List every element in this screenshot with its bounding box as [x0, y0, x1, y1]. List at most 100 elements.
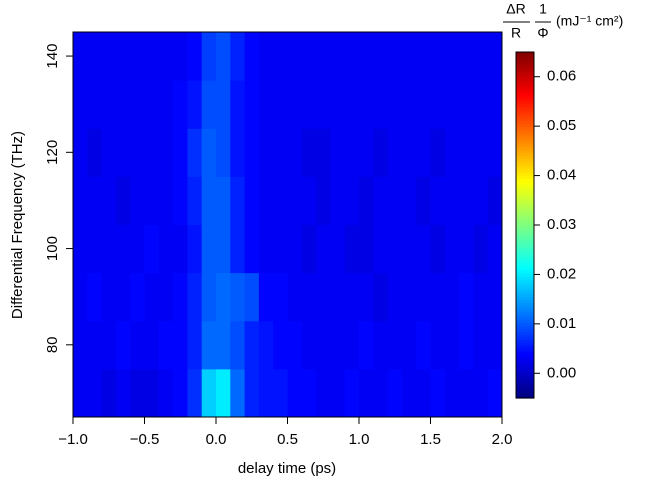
colorbar-tick-label: 0.02	[547, 265, 576, 282]
colorbar-segment	[516, 150, 534, 154]
heatmap-cell	[73, 320, 88, 370]
heatmap-cell	[173, 128, 188, 177]
heatmap-cell	[316, 32, 331, 81]
colorbar-segment	[516, 72, 534, 76]
heatmap-cell	[73, 32, 88, 81]
colorbar-segment	[516, 66, 534, 70]
colorbar-segment	[516, 175, 534, 180]
x-tick-label: −1.0	[58, 431, 88, 448]
heatmap-cell	[430, 320, 446, 370]
heatmap-cell	[344, 224, 360, 274]
heatmap-cell	[401, 32, 417, 81]
heatmap-cell	[444, 320, 460, 370]
colorbar-segment	[516, 181, 534, 186]
colorbar-segment	[516, 129, 534, 134]
x-tick-label: 1.5	[420, 431, 441, 448]
heatmap-cell	[287, 176, 303, 225]
colorbar-segment	[516, 126, 534, 131]
colorbar-segment	[516, 222, 534, 226]
heatmap-cell	[430, 272, 446, 322]
heatmap-cell	[187, 80, 203, 129]
colorbar-segment	[516, 354, 534, 359]
colorbar-segment	[516, 392, 534, 396]
heatmap-cell	[144, 32, 160, 81]
heatmap-cell	[187, 128, 203, 177]
heatmap-cell	[416, 320, 431, 370]
heatmap-cell	[158, 320, 174, 370]
colorbar-segment	[516, 52, 534, 56]
colorbar-segment	[516, 106, 534, 111]
colorbar-segment	[516, 95, 534, 99]
heatmap-cell	[487, 272, 503, 322]
colorbar-tick-label: 0.01	[547, 315, 576, 332]
colorbar-segment	[516, 274, 534, 278]
colorbar-segment	[516, 184, 534, 189]
heatmap-cell	[130, 80, 145, 129]
heatmap-cell	[444, 368, 460, 418]
colorbar-segment	[516, 348, 534, 353]
colorbar-segment	[516, 164, 534, 168]
heatmap-cell	[473, 80, 489, 129]
heatmap-cell	[173, 176, 188, 225]
heatmap-cell	[201, 80, 217, 129]
heatmap-cell	[173, 272, 188, 322]
heatmap-cell	[158, 272, 174, 322]
heatmap-cell	[430, 368, 446, 418]
heatmap-cell	[230, 80, 246, 129]
heatmap-cell	[158, 176, 174, 225]
heatmap-cell	[301, 128, 317, 177]
colorbar-segment	[516, 213, 534, 217]
heatmap-cell	[344, 272, 360, 322]
heatmap-cell	[130, 224, 145, 274]
heatmap-cell	[416, 224, 431, 274]
heatmap-cell	[430, 128, 446, 177]
colorbar-title-part: Φ	[537, 25, 548, 41]
heatmap-cell	[230, 368, 246, 418]
colorbar-segment	[516, 377, 534, 382]
colorbar-segment	[516, 190, 534, 194]
heatmap-cell	[330, 224, 346, 274]
heatmap-cell	[87, 224, 103, 274]
heatmap-cell	[158, 80, 174, 129]
heatmap-cell	[144, 272, 160, 322]
x-tick-label: 0.5	[277, 431, 298, 448]
heatmap-cell	[373, 272, 389, 322]
heatmap-cell	[287, 368, 303, 418]
heatmap-cell	[201, 320, 217, 370]
heatmap-cell	[301, 272, 317, 322]
heatmap-cell	[158, 224, 174, 274]
colorbar-segment	[516, 351, 534, 356]
colorbar-segment	[516, 219, 534, 223]
x-tick-label: 2.0	[492, 431, 513, 448]
heatmap-cell	[373, 368, 389, 418]
heatmap-cell	[230, 224, 246, 274]
heatmap-cell	[487, 320, 503, 370]
heatmap-cell	[244, 176, 260, 225]
heatmap-cell	[130, 128, 145, 177]
colorbar-segment	[516, 268, 534, 272]
heatmap-cell	[301, 320, 317, 370]
heatmap-cell	[101, 176, 117, 225]
colorbar-segment	[516, 103, 534, 108]
heatmap-cell	[230, 272, 246, 322]
heatmap-cell	[359, 32, 374, 81]
heatmap-cell	[359, 128, 374, 177]
heatmap-cell	[87, 32, 103, 81]
heatmap-cell	[459, 272, 474, 322]
heatmap-cell	[301, 176, 317, 225]
heatmap-cell	[473, 128, 489, 177]
heatmap-cell	[130, 272, 145, 322]
colorbar-segment	[516, 144, 534, 148]
heatmap-cell	[158, 368, 174, 418]
heatmap-cell	[87, 128, 103, 177]
heatmap-cell	[273, 80, 288, 129]
heatmap-cell	[244, 272, 260, 322]
colorbar-segment	[516, 77, 534, 82]
colorbar-segment	[516, 193, 534, 197]
x-tick-label: 1.0	[349, 431, 370, 448]
heatmap-cell	[373, 176, 389, 225]
heatmap-cell	[444, 80, 460, 129]
heatmap-cell	[401, 224, 417, 274]
heatmap-cell	[101, 128, 117, 177]
